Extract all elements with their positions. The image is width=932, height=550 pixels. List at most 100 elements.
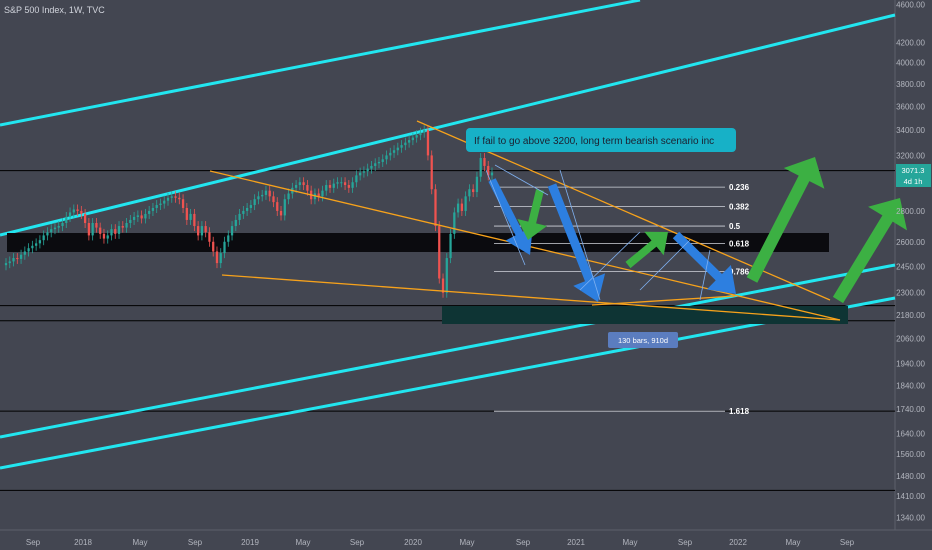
- candle-body: [419, 132, 422, 136]
- candle-body: [65, 216, 68, 223]
- fib-level-label: 0.236: [729, 183, 750, 192]
- scenario-annotation[interactable]: If fail to go above 3200, long term bear…: [466, 128, 736, 152]
- price-tick-label: 1940.00: [896, 360, 925, 369]
- candle-body: [181, 199, 185, 208]
- candle-body: [163, 200, 166, 204]
- candle-body: [377, 161, 381, 164]
- projection-arrow[interactable]: [625, 231, 669, 269]
- time-tick-label: Sep: [678, 538, 693, 547]
- trend-line[interactable]: [221, 274, 841, 321]
- candle-body: [117, 226, 121, 234]
- candle-body: [200, 226, 204, 236]
- candle-body: [129, 219, 132, 223]
- fib-level-label: 0.382: [729, 203, 750, 212]
- time-tick-label: May: [295, 538, 310, 547]
- fib-level-label: 1.618: [729, 407, 750, 416]
- candle-body: [245, 207, 249, 211]
- candle-body: [61, 222, 64, 227]
- candle-body: [423, 130, 426, 133]
- price-tick-label: 1840.00: [896, 382, 925, 391]
- price-axis-panel: [895, 0, 932, 530]
- candle-body: [464, 196, 467, 211]
- candle-body: [268, 190, 271, 197]
- time-tick-label: Sep: [350, 538, 365, 547]
- horizontal-levels: [0, 170, 895, 491]
- candle-body: [234, 219, 237, 227]
- candle-body: [80, 210, 83, 214]
- support-zone[interactable]: [442, 306, 848, 324]
- price-tick-label: 4600.00: [896, 0, 925, 9]
- channel-line[interactable]: [0, 296, 896, 470]
- price-tick-label: 2600.00: [896, 238, 925, 247]
- candlestick-series: [4, 125, 494, 298]
- fib-level-label: 0.5: [729, 222, 741, 231]
- candle-body: [294, 185, 298, 188]
- candle-body: [219, 253, 222, 264]
- channel-lines: [0, 0, 896, 470]
- projection-path: [699, 249, 711, 301]
- time-tick-label: May: [622, 538, 637, 547]
- candle-body: [151, 207, 155, 211]
- candle-body: [475, 176, 479, 193]
- candle-body: [189, 213, 192, 220]
- annotation-text: If fail to go above 3200, long term bear…: [474, 136, 714, 147]
- candle-body: [396, 147, 399, 151]
- projection-path: [579, 231, 641, 291]
- candle-body: [155, 205, 158, 208]
- price-tick-label: 2060.00: [896, 335, 925, 344]
- channel-line[interactable]: [0, 13, 896, 237]
- price-tick-label: 1740.00: [896, 405, 925, 414]
- range-measure[interactable]: 130 bars, 910d: [608, 332, 678, 348]
- candle-body: [46, 232, 49, 236]
- candle-body: [53, 227, 57, 230]
- chart-title: S&P 500 Index, 1W, TVC: [4, 5, 105, 15]
- projection-arrow[interactable]: [488, 178, 533, 255]
- candle-body: [4, 263, 8, 266]
- candle-body: [57, 226, 60, 228]
- candle-body: [340, 182, 343, 184]
- candle-body: [490, 172, 494, 176]
- time-tick-label: 2019: [241, 538, 259, 547]
- candle-body: [276, 202, 279, 211]
- candle-body: [16, 258, 19, 260]
- projection-arrow[interactable]: [547, 183, 606, 302]
- candle-body: [42, 235, 45, 241]
- price-tick-label: 4000.00: [896, 59, 925, 68]
- price-tick-label: 1560.00: [896, 450, 925, 459]
- candle-body: [430, 155, 433, 190]
- time-tick-label: May: [785, 538, 800, 547]
- time-tick-label: Sep: [516, 538, 531, 547]
- channel-line[interactable]: [0, 0, 641, 127]
- candle-body: [445, 258, 448, 293]
- candle-body: [483, 158, 486, 166]
- candle-body: [317, 193, 320, 197]
- projection-arrows: [485, 157, 907, 304]
- projection-path: [494, 164, 549, 196]
- candle-body: [230, 226, 234, 236]
- trend-line[interactable]: [591, 295, 736, 306]
- projection-arrow[interactable]: [746, 157, 825, 283]
- candle-body: [249, 205, 253, 208]
- candle-body: [374, 163, 377, 166]
- projection-path: [485, 169, 526, 266]
- candle-body: [136, 215, 139, 217]
- candle-body: [166, 197, 170, 201]
- candle-body: [479, 158, 482, 177]
- price-tick-label: 2450.00: [896, 262, 925, 271]
- projection-arrow[interactable]: [832, 198, 907, 304]
- candle-body: [197, 226, 200, 236]
- candle-body: [404, 142, 407, 146]
- channel-line[interactable]: [0, 263, 896, 439]
- candle-body: [148, 210, 151, 214]
- candle-body: [159, 203, 162, 206]
- candle-body: [35, 243, 38, 246]
- projection-arrow[interactable]: [517, 189, 547, 240]
- resistance-zone[interactable]: [7, 233, 829, 252]
- candle-body: [227, 235, 230, 242]
- candle-body: [121, 226, 124, 228]
- candle-body: [343, 182, 347, 186]
- candle-body: [12, 258, 15, 262]
- price-label: 3071.3: [902, 166, 925, 175]
- projection-arrow[interactable]: [672, 231, 736, 294]
